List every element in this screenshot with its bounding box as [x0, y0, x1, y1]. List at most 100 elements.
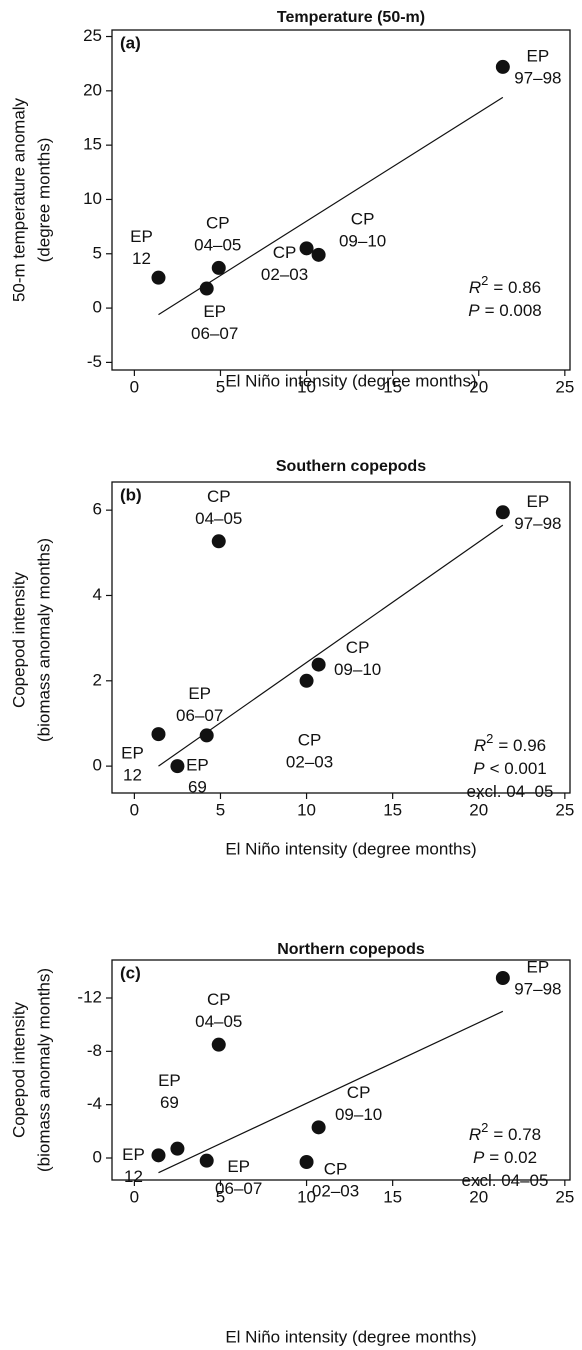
plot-frame: [111, 481, 571, 794]
data-point: [199, 1153, 214, 1168]
x-tick-label: 10: [297, 377, 316, 396]
stat-text: = 0.02: [489, 1148, 537, 1167]
stat-text: = 0.78: [493, 1125, 541, 1144]
panel: Northern copepods (c) 0 5 10 15 20 25 -12 -8 -4 0 El…: [9, 941, 574, 1346]
data-point: [199, 728, 214, 743]
data-point: [151, 1148, 166, 1163]
point-label: 12: [132, 249, 151, 268]
x-tick-label: 10: [297, 800, 316, 819]
y-tick-label: 0: [93, 1147, 102, 1166]
y-axis-label: (biomass anomaly months): [34, 538, 53, 742]
point-label: 12: [123, 766, 142, 785]
data-point: [211, 1037, 226, 1052]
y-axis-label: Copepod intensity: [9, 571, 28, 708]
stat-text: = 0.96: [498, 736, 546, 755]
x-tick-label: 25: [555, 800, 574, 819]
point-label: EP: [527, 492, 550, 511]
stat-line: R2 = 0.86: [469, 273, 541, 298]
x-tick-label: 20: [469, 1187, 488, 1206]
x-tick-label: 0: [130, 377, 139, 396]
stat-symbol: P: [468, 301, 480, 320]
point-label: 69: [160, 1093, 179, 1112]
data-point: [151, 270, 166, 285]
y-tick-label: 20: [83, 80, 102, 99]
fit-line: [158, 524, 504, 767]
x-tick-label: 0: [130, 800, 139, 819]
x-tick-label: 20: [469, 377, 488, 396]
stat-line: P < 0.001: [473, 759, 547, 778]
stat-line: R2 = 0.78: [469, 1120, 541, 1145]
panel: Southern copepods (b) 0 5 10 15 20 25 0 2 4 6 El Niñ…: [9, 458, 574, 858]
panel-title: Southern copepods: [276, 458, 426, 475]
stat-line: P = 0.02: [473, 1148, 537, 1167]
point-label: 09–10: [339, 231, 386, 250]
x-tick-label: 10: [297, 1187, 316, 1206]
x-tick-label: 25: [555, 1187, 574, 1206]
y-tick-label: 6: [93, 500, 102, 519]
y-tick-label: -12: [77, 987, 102, 1006]
data-point: [311, 247, 326, 262]
point-label: 02–03: [312, 1181, 359, 1200]
panel-title: Temperature (50-m): [277, 9, 425, 26]
y-tick-label: 25: [83, 26, 102, 45]
data-point: [151, 727, 166, 742]
data-point: [211, 534, 226, 549]
data-point: [311, 657, 326, 672]
point-label: 02–03: [261, 265, 308, 284]
point-label: EP: [527, 957, 550, 976]
point-label: 97–98: [514, 514, 561, 533]
x-tick-label: 20: [469, 800, 488, 819]
y-axis-label: (degree months): [34, 138, 53, 263]
y-axis-label: 50-m temperature anomaly: [9, 97, 28, 302]
point-label: CP: [298, 730, 322, 749]
x-tick-label: 0: [130, 1187, 139, 1206]
stat-symbol: P: [473, 759, 485, 778]
data-point: [311, 1120, 326, 1135]
plot-frame: [111, 959, 571, 1181]
y-tick-label: 0: [93, 298, 102, 317]
y-tick-label: 4: [93, 585, 102, 604]
x-tick-label: 5: [216, 377, 225, 396]
point-label: 04–05: [195, 509, 242, 528]
panel-label: (a): [120, 33, 141, 52]
stat-superscript: 2: [486, 731, 493, 746]
point-label: 97–98: [514, 68, 561, 87]
fit-line: [158, 1010, 504, 1174]
stat-text: < 0.001: [490, 759, 547, 778]
stat-line: excl. 04–05: [467, 782, 554, 801]
point-label: CP: [206, 213, 230, 232]
point-label: 12: [124, 1167, 143, 1186]
point-label: 02–03: [286, 752, 333, 771]
y-tick-label: 5: [93, 243, 102, 262]
point-label: CP: [324, 1159, 348, 1178]
data-point: [170, 1141, 185, 1156]
point-label: CP: [351, 209, 375, 228]
panel-label: (b): [120, 485, 142, 504]
x-axis-label: El Niño intensity (degree months): [225, 1327, 476, 1346]
y-axis-label: Copepod intensity: [9, 1001, 28, 1138]
point-label: EP: [527, 46, 550, 65]
point-label: EP: [130, 227, 153, 246]
data-point: [495, 505, 510, 520]
point-label: 06–07: [215, 1179, 262, 1198]
stat-text: = 0.86: [493, 278, 541, 297]
fit-line: [158, 96, 504, 316]
data-point: [299, 673, 314, 688]
point-label: CP: [207, 487, 231, 506]
data-point: [299, 1155, 314, 1169]
x-tick-label: 5: [216, 1187, 225, 1206]
stat-line: P = 0.008: [468, 301, 542, 320]
point-label: 04–05: [194, 235, 241, 254]
point-label: CP: [347, 1083, 371, 1102]
stat-text: excl. 04–05: [462, 1171, 549, 1190]
stat-symbol: R: [474, 736, 486, 755]
point-label: 09–10: [334, 660, 381, 679]
panel-label: (c): [120, 963, 141, 982]
data-point: [495, 59, 510, 74]
point-label: EP: [203, 302, 226, 321]
y-tick-label: 0: [93, 756, 102, 775]
data-point: [211, 260, 226, 275]
stat-symbol: P: [473, 1148, 485, 1167]
y-tick-label: -4: [87, 1094, 102, 1113]
